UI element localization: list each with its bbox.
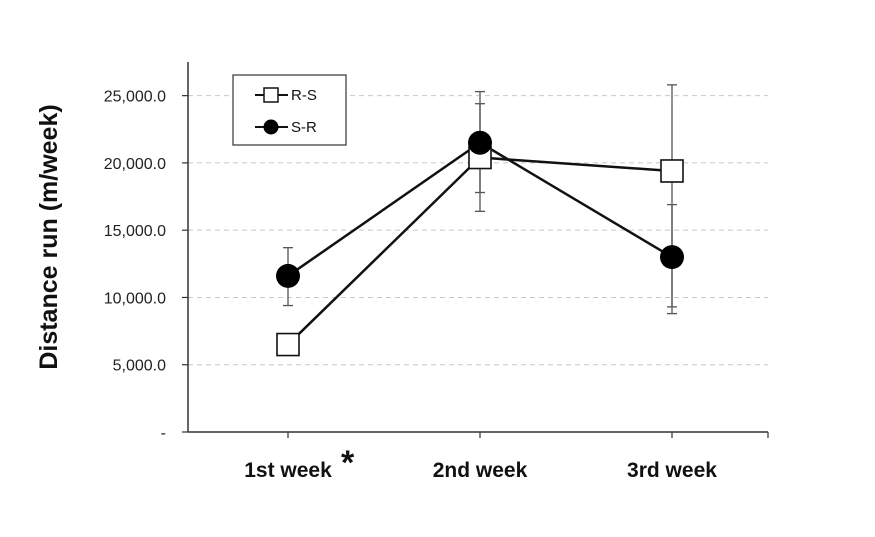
data-point-s-r [660, 245, 684, 270]
y-tick-label: 15,000.0 [104, 223, 166, 240]
y-tick-label: 10,000.0 [104, 290, 166, 307]
legend: R-S S-R [232, 74, 347, 146]
x-tick-label: 3rd week [627, 459, 717, 482]
x-tick-label: 1st week [244, 459, 332, 482]
legend-marker-sr [263, 119, 279, 135]
series-markers [276, 130, 684, 357]
significance-asterisk: * [341, 444, 355, 482]
y-tick-label: 20,000.0 [104, 156, 166, 173]
y-tick-label: 5,000.0 [113, 358, 166, 375]
data-point-s-r [276, 263, 300, 288]
y-tick-label: 25,000.0 [104, 89, 166, 106]
y-tick-label: - [161, 425, 166, 442]
y-ticks: - 5,000.0 10,000.0 15,000.0 20,000.0 25,000.0 [104, 89, 188, 442]
y-axis-label: Distance run (m/week) [35, 104, 63, 369]
legend-label-rs: R-S [291, 87, 317, 104]
legend-label-sr: S-R [291, 119, 317, 136]
data-point-s-r [468, 130, 492, 155]
data-point-r-s [660, 159, 684, 183]
x-ticks: 1st week 2nd week 3rd week [244, 432, 769, 482]
data-point-r-s [276, 332, 300, 357]
legend-box [232, 74, 347, 146]
x-tick-label: 2nd week [433, 459, 528, 482]
legend-marker-rs [263, 87, 279, 103]
